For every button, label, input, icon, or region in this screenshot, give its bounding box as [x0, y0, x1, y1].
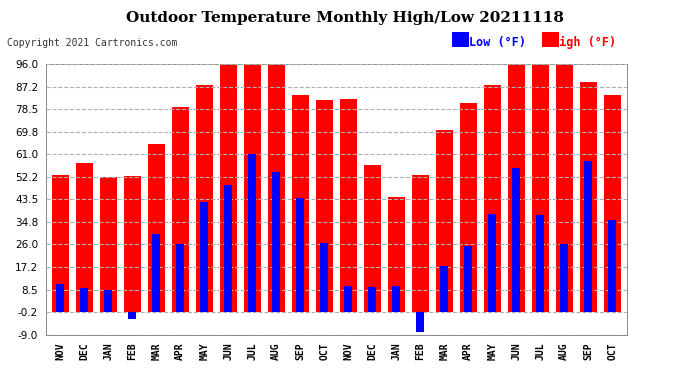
Bar [536, 215, 544, 312]
Text: Low (°F): Low (°F) [469, 36, 526, 49]
Bar [388, 197, 405, 312]
Bar [268, 65, 285, 312]
Bar [368, 287, 376, 312]
Bar [148, 144, 165, 312]
Bar [104, 290, 112, 312]
Bar [556, 65, 573, 312]
Bar [464, 246, 472, 312]
Bar [128, 312, 136, 319]
Bar [100, 177, 117, 312]
Bar [224, 185, 233, 312]
Bar [124, 176, 141, 312]
Bar [248, 154, 256, 312]
Bar [604, 95, 621, 312]
Bar [292, 95, 308, 312]
Bar [488, 213, 496, 312]
Bar [560, 244, 569, 312]
Bar [196, 85, 213, 312]
Bar [316, 100, 333, 312]
Bar [436, 130, 453, 312]
Bar [580, 82, 597, 312]
Bar [392, 286, 400, 312]
Text: Outdoor Temperature Monthly High/Low 20211118: Outdoor Temperature Monthly High/Low 202… [126, 11, 564, 25]
Bar [584, 161, 592, 312]
Bar [340, 99, 357, 312]
Bar [152, 234, 160, 312]
Bar [76, 163, 92, 312]
Bar [272, 172, 280, 312]
Bar [320, 243, 328, 312]
Bar [80, 288, 88, 312]
Bar [460, 103, 477, 312]
Bar [296, 198, 304, 312]
Bar [220, 65, 237, 312]
Bar [172, 106, 188, 312]
Bar [440, 266, 449, 312]
Bar [412, 175, 428, 312]
Bar [52, 175, 69, 312]
Bar [176, 244, 184, 312]
Text: Copyright 2021 Cartronics.com: Copyright 2021 Cartronics.com [7, 38, 177, 48]
Bar [532, 65, 549, 312]
Bar [56, 285, 64, 312]
Text: High (°F): High (°F) [552, 36, 616, 49]
Bar [200, 202, 208, 312]
Bar [608, 220, 616, 312]
Bar [344, 286, 353, 312]
Bar [484, 85, 501, 312]
Bar [416, 312, 424, 332]
Bar [512, 168, 520, 312]
Bar [244, 64, 261, 312]
Bar [508, 64, 524, 312]
Bar [364, 165, 381, 312]
